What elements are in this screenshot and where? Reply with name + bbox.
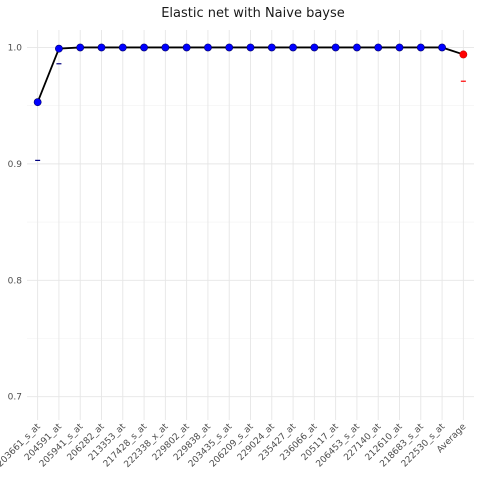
data-points bbox=[33, 43, 468, 107]
data-point bbox=[225, 43, 234, 52]
data-point bbox=[55, 44, 63, 53]
data-point bbox=[76, 43, 85, 52]
error-marks bbox=[35, 63, 466, 161]
data-point bbox=[310, 43, 319, 52]
y-tick-label: 1.0 bbox=[8, 43, 23, 53]
average-point bbox=[459, 50, 468, 59]
data-point bbox=[353, 43, 361, 52]
data-point bbox=[33, 98, 42, 107]
data-point bbox=[438, 43, 446, 52]
x-axis-ticks: 203661_s_at204591_at205941_s_at206282_at… bbox=[0, 422, 469, 470]
data-point bbox=[289, 43, 297, 52]
data-point bbox=[182, 43, 191, 52]
gridlines bbox=[27, 30, 474, 420]
data-point bbox=[97, 43, 106, 52]
data-point bbox=[118, 43, 127, 52]
data-point bbox=[395, 43, 404, 52]
y-tick-label: 0.9 bbox=[8, 160, 23, 170]
data-point bbox=[374, 43, 383, 52]
data-point bbox=[416, 43, 425, 52]
data-point bbox=[246, 43, 255, 52]
y-tick-label: 0.7 bbox=[8, 393, 22, 403]
data-point bbox=[331, 43, 340, 52]
data-point bbox=[161, 43, 170, 52]
y-tick-label: 0.8 bbox=[8, 276, 23, 286]
chart-title: Elastic net with Naive bayse bbox=[161, 6, 345, 21]
y-axis-ticks: 0.7 0.8 0.9 1.0 bbox=[8, 43, 23, 402]
data-point bbox=[204, 43, 212, 52]
data-point bbox=[267, 43, 276, 52]
data-point bbox=[140, 43, 148, 52]
